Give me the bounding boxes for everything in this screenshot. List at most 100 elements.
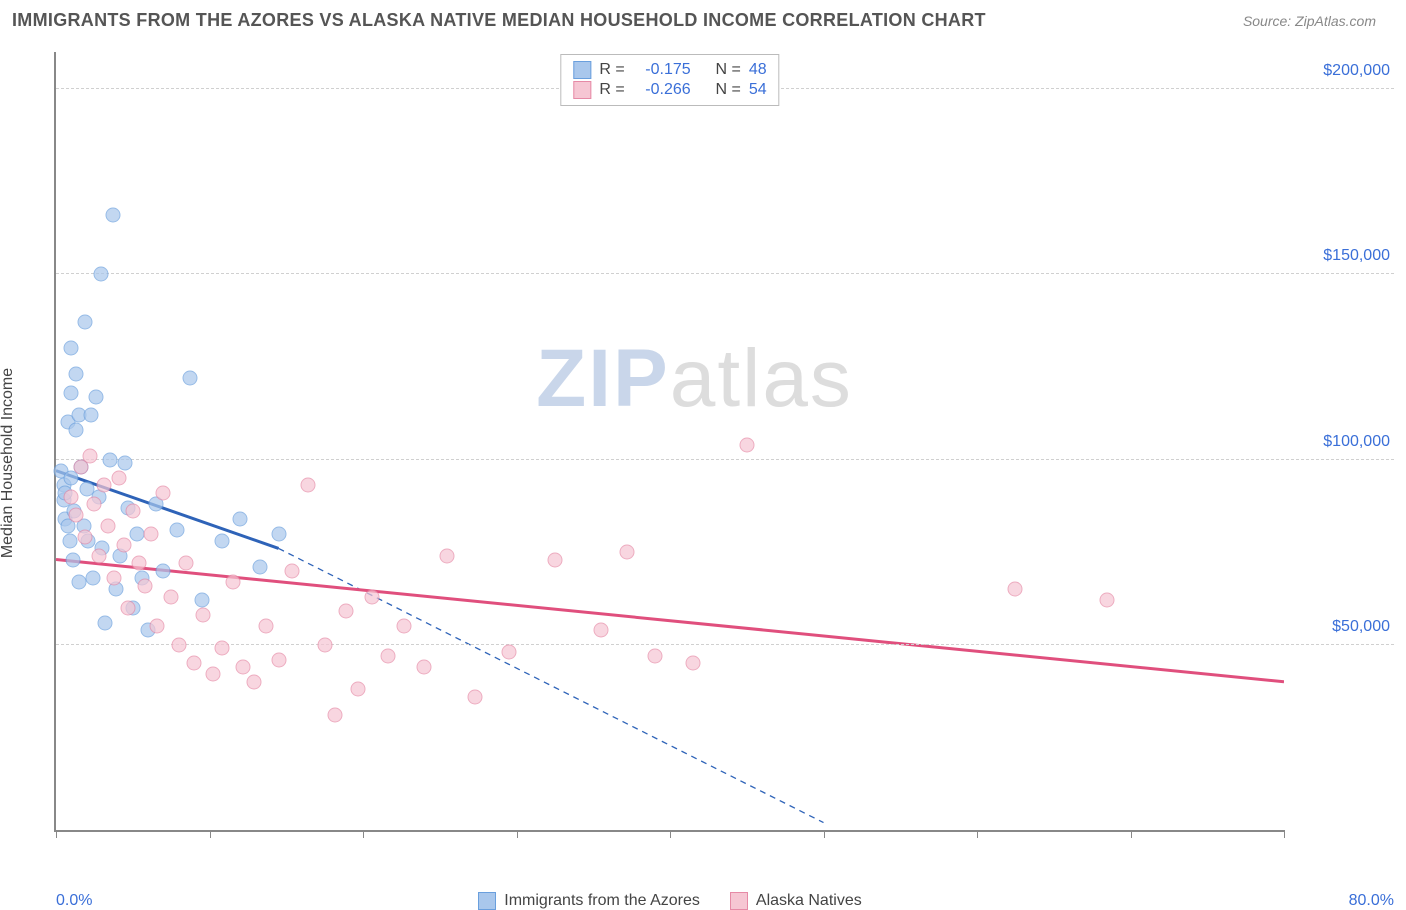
- scatter-point-alaska: [68, 508, 83, 523]
- scatter-point-alaska: [351, 682, 366, 697]
- scatter-point-azores: [84, 408, 99, 423]
- scatter-point-alaska: [397, 619, 412, 634]
- scatter-point-azores: [64, 385, 79, 400]
- scatter-point-azores: [64, 341, 79, 356]
- scatter-point-azores: [65, 552, 80, 567]
- scatter-point-azores: [233, 511, 248, 526]
- correlation-row: R =-0.175 N = 48: [573, 61, 766, 79]
- scatter-point-alaska: [236, 660, 251, 675]
- scatter-point-alaska: [91, 548, 106, 563]
- scatter-point-alaska: [150, 619, 165, 634]
- scatter-point-azores: [78, 315, 93, 330]
- scatter-point-alaska: [300, 478, 315, 493]
- scatter-point-alaska: [64, 489, 79, 504]
- scatter-point-azores: [194, 593, 209, 608]
- y-axis-label: Median Household Income: [0, 368, 17, 558]
- scatter-point-alaska: [1100, 593, 1115, 608]
- scatter-point-alaska: [285, 563, 300, 578]
- scatter-point-alaska: [339, 604, 354, 619]
- scatter-point-azores: [102, 452, 117, 467]
- n-value: 54: [749, 81, 767, 99]
- scatter-point-azores: [68, 367, 83, 382]
- legend-label: Alaska Natives: [756, 892, 862, 910]
- n-label: N =: [716, 81, 741, 99]
- y-tick-label: $100,000: [1290, 433, 1390, 451]
- y-tick-label: $50,000: [1290, 618, 1390, 636]
- scatter-point-alaska: [259, 619, 274, 634]
- scatter-point-azores: [72, 574, 87, 589]
- scatter-point-alaska: [417, 660, 432, 675]
- correlation-row: R = -0.266 N = 54: [573, 81, 766, 99]
- scatter-point-alaska: [144, 526, 159, 541]
- scatter-point-azores: [253, 559, 268, 574]
- trend-lines: [56, 52, 1284, 830]
- chart-area: Median Household Income ZIPatlas $50,000…: [12, 44, 1394, 882]
- scatter-point-alaska: [125, 504, 140, 519]
- scatter-point-alaska: [271, 652, 286, 667]
- scatter-point-alaska: [78, 530, 93, 545]
- r-label: R =: [599, 61, 624, 79]
- scatter-point-azores: [214, 534, 229, 549]
- n-label: N =: [716, 61, 741, 79]
- scatter-point-alaska: [196, 608, 211, 623]
- x-tick: [1284, 830, 1285, 838]
- scatter-point-alaska: [225, 574, 240, 589]
- gridline: [56, 273, 1394, 274]
- scatter-point-alaska: [620, 545, 635, 560]
- scatter-point-alaska: [739, 437, 754, 452]
- scatter-point-azores: [68, 422, 83, 437]
- chart-header: IMMIGRANTS FROM THE AZORES VS ALASKA NAT…: [0, 0, 1406, 39]
- scatter-point-alaska: [164, 589, 179, 604]
- scatter-point-alaska: [111, 471, 126, 486]
- legend-swatch-icon: [573, 81, 591, 99]
- scatter-point-alaska: [214, 641, 229, 656]
- scatter-point-alaska: [121, 600, 136, 615]
- scatter-point-azores: [182, 371, 197, 386]
- gridline: [56, 644, 1394, 645]
- scatter-point-alaska: [440, 548, 455, 563]
- source-attribution: Source: ZipAtlas.com: [1243, 13, 1376, 29]
- watermark: ZIPatlas: [536, 332, 853, 426]
- scatter-point-alaska: [187, 656, 202, 671]
- scatter-point-azores: [85, 571, 100, 586]
- correlation-legend: R =-0.175 N = 48R =-0.266 N = 54: [560, 54, 779, 106]
- x-tick: [977, 830, 978, 838]
- legend-item: Alaska Natives: [730, 892, 862, 910]
- scatter-point-azores: [130, 526, 145, 541]
- chart-title: IMMIGRANTS FROM THE AZORES VS ALASKA NAT…: [12, 10, 986, 31]
- r-value: -0.266: [633, 81, 691, 99]
- x-tick: [363, 830, 364, 838]
- scatter-point-alaska: [171, 637, 186, 652]
- scatter-point-alaska: [247, 674, 262, 689]
- scatter-point-alaska: [468, 689, 483, 704]
- legend-swatch-icon: [478, 892, 496, 910]
- scatter-point-alaska: [547, 552, 562, 567]
- legend-label: Immigrants from the Azores: [504, 892, 700, 910]
- scatter-point-alaska: [328, 708, 343, 723]
- x-tick: [1131, 830, 1132, 838]
- scatter-point-alaska: [156, 485, 171, 500]
- x-tick: [670, 830, 671, 838]
- scatter-point-alaska: [131, 556, 146, 571]
- r-label: R =: [599, 81, 624, 99]
- scatter-point-azores: [271, 526, 286, 541]
- scatter-point-azores: [88, 389, 103, 404]
- scatter-point-azores: [93, 267, 108, 282]
- gridline: [56, 459, 1394, 460]
- scatter-point-alaska: [205, 667, 220, 682]
- scatter-point-azores: [105, 208, 120, 223]
- scatter-point-alaska: [107, 571, 122, 586]
- watermark-atlas: atlas: [670, 333, 853, 424]
- scatter-point-azores: [118, 456, 133, 471]
- scatter-point-alaska: [179, 556, 194, 571]
- scatter-point-alaska: [501, 645, 516, 660]
- scatter-point-alaska: [317, 637, 332, 652]
- scatter-point-alaska: [593, 622, 608, 637]
- scatter-point-alaska: [380, 648, 395, 663]
- scatter-point-alaska: [116, 537, 131, 552]
- scatter-point-alaska: [96, 478, 111, 493]
- scatter-point-azores: [170, 522, 185, 537]
- n-value: 48: [749, 61, 767, 79]
- scatter-point-alaska: [365, 589, 380, 604]
- scatter-point-alaska: [82, 448, 97, 463]
